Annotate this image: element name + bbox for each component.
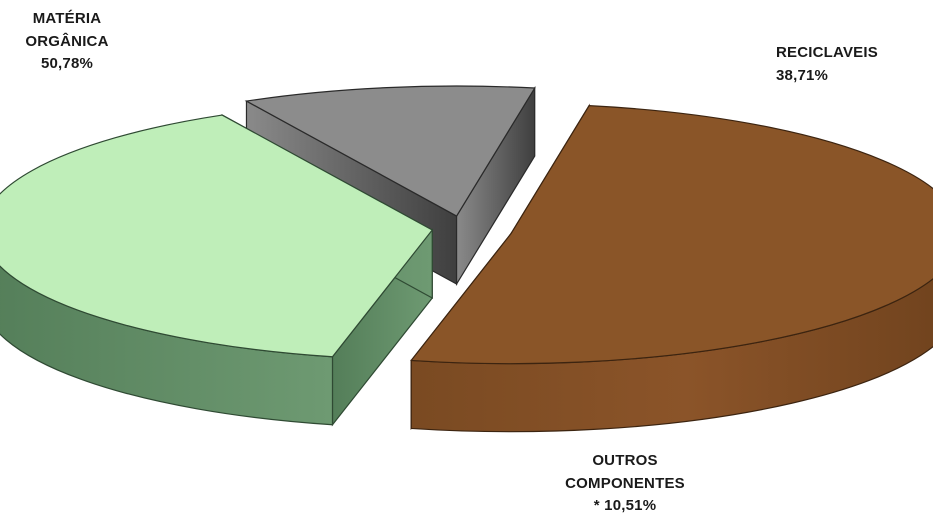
- pie-slice-mat-ria-org-nica: [410, 103, 933, 433]
- label-line: ORGÂNICA: [25, 32, 109, 50]
- value-label: 38,71%: [776, 66, 829, 84]
- slice-label-materia-organica: MATÉRIA ORGÂNICA 50,78%: [8, 8, 126, 76]
- label-line: OUTROS: [592, 452, 658, 469]
- pie-slice-reciclaveis: [0, 114, 434, 427]
- pie-slice-top: [0, 114, 434, 358]
- label-line: MATÉRIA: [32, 10, 102, 27]
- pie-slice-top: [244, 85, 536, 217]
- pie-slice-top: [410, 105, 933, 365]
- slice-label-reciclaveis: RECICLAVEIS 38,71%: [776, 42, 878, 87]
- slice-label-outros-componentes: OUTROS COMPONENTES * 10,51%: [550, 450, 700, 518]
- label-line: RECICLAVEIS: [776, 44, 878, 61]
- label-line: COMPONENTES: [565, 474, 685, 492]
- value-label: * 10,51%: [593, 497, 657, 514]
- value-label: 50,78%: [40, 55, 94, 72]
